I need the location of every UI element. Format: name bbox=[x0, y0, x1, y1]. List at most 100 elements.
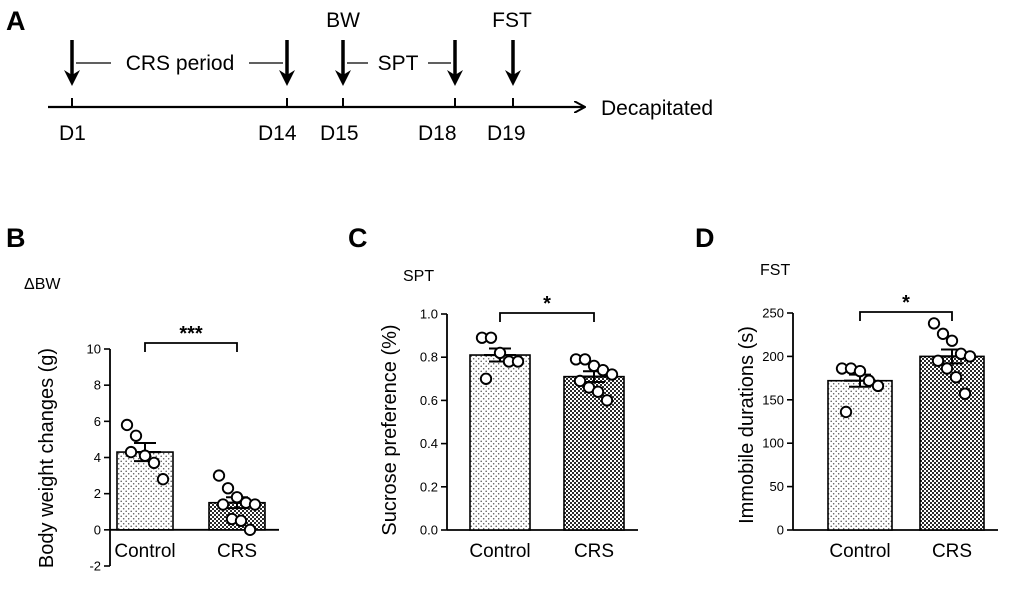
chart-c-y-label: Sucrose preference (%) bbox=[379, 324, 401, 535]
chart-c-y-tick-label: 1.0 bbox=[420, 307, 438, 322]
chart-c-y-tick-label: 0.0 bbox=[420, 523, 438, 538]
chart-d-y-tick-label: 200 bbox=[762, 349, 784, 364]
day-label-d18: D18 bbox=[418, 122, 457, 145]
sucrose-chart-panel: C SPT 0.0 0.2 0.4 0.6 0.8 1.0 Sucrose preferen… bbox=[348, 223, 638, 562]
chart-d-y-label: Immobile durations (s) bbox=[736, 326, 758, 524]
chart-d-data-point bbox=[862, 374, 876, 387]
chart-b-title: ΔBW bbox=[24, 276, 61, 293]
chart-c-y-tick-label: 0.2 bbox=[420, 479, 438, 494]
chart-d-y-tick-label: 150 bbox=[762, 392, 784, 407]
arrowhead-d14 bbox=[279, 70, 295, 86]
chart-d-y-tick-label: 0 bbox=[777, 523, 784, 538]
chart-d-y-tick-label: 100 bbox=[762, 436, 784, 451]
chart-d-data-point bbox=[945, 334, 959, 347]
chart-d-data-point bbox=[936, 327, 950, 340]
bw-event-label: BW bbox=[326, 9, 360, 32]
chart-b-data-point bbox=[216, 498, 230, 511]
chart-b-y-tick-label: 8 bbox=[94, 378, 101, 393]
chart-c-y-tick-label: 0.6 bbox=[420, 393, 438, 408]
chart-c-significance-label: * bbox=[543, 293, 551, 315]
chart-b-data-point bbox=[147, 456, 161, 470]
chart-d-significance-bracket bbox=[859, 311, 953, 321]
chart-d-data-point bbox=[963, 350, 977, 363]
chart-d-x-label-control: Control bbox=[829, 541, 890, 562]
chart-d-data-point bbox=[853, 365, 867, 378]
chart-c-data-point bbox=[493, 346, 507, 360]
chart-c-data-point bbox=[605, 368, 619, 381]
chart-c-bar-crs bbox=[563, 375, 625, 531]
chart-c-y-tick-label: 0.8 bbox=[420, 350, 438, 365]
chart-b-y-tick-label: 0 bbox=[94, 522, 101, 537]
chart-d-data-point bbox=[958, 387, 972, 400]
arrowhead-d15 bbox=[335, 70, 351, 86]
chart-b-data-point bbox=[248, 498, 262, 511]
chart-d-data-point bbox=[839, 405, 853, 419]
chart-d-x-label-crs: CRS bbox=[932, 541, 972, 562]
decapitated-label: Decapitated bbox=[601, 97, 713, 120]
chart-b-data-point bbox=[156, 473, 170, 486]
chart-b-x-label-crs: CRS bbox=[217, 541, 257, 562]
chart-c-bar-control bbox=[469, 354, 531, 531]
arrowhead-d18 bbox=[447, 70, 463, 86]
chart-c-significance-bracket bbox=[499, 312, 595, 322]
fst-event-label: FST bbox=[492, 9, 532, 32]
chart-b-data-point bbox=[212, 469, 226, 482]
weight-chart-panel: B ΔBW -2 0 2 4 6 8 10 Body weight changes (g) Co… bbox=[6, 223, 279, 574]
chart-d-data-point bbox=[871, 379, 885, 393]
chart-c-data-point bbox=[511, 355, 525, 368]
chart-d-y-tick-label: 250 bbox=[762, 306, 784, 321]
chart-d-bar-control bbox=[827, 379, 893, 531]
chart-c-x-label-control: Control bbox=[469, 541, 530, 562]
chart-b-data-point bbox=[221, 482, 235, 495]
chart-b-y-tick-label: 2 bbox=[94, 486, 101, 501]
crs-period-label: CRS period bbox=[126, 52, 235, 75]
spt-period-label: SPT bbox=[378, 52, 419, 75]
day-label-d15: D15 bbox=[320, 122, 359, 145]
fst-chart-panel: D FST 0 50 100 150 200 250 Immobile durations … bbox=[695, 223, 998, 562]
chart-c-title: SPT bbox=[403, 268, 434, 285]
panel-letter-b: B bbox=[6, 223, 26, 253]
chart-d-data-point bbox=[940, 362, 954, 375]
chart-d-title: FST bbox=[760, 262, 790, 279]
chart-b-y-tick-label: -2 bbox=[89, 559, 101, 574]
day-label-d14: D14 bbox=[258, 122, 297, 145]
day-label-d1: D1 bbox=[59, 122, 86, 145]
chart-c-data-point bbox=[578, 353, 592, 366]
chart-d-data-point bbox=[931, 354, 945, 367]
chart-b-data-point bbox=[124, 445, 138, 459]
panel-letter-d: D bbox=[695, 223, 715, 253]
chart-b-significance-label: *** bbox=[179, 323, 203, 345]
chart-b-y-tick-label: 6 bbox=[94, 414, 101, 429]
chart-d-data-point bbox=[927, 317, 941, 330]
chart-c-data-point bbox=[573, 374, 587, 388]
chart-c-data-point bbox=[484, 331, 498, 344]
chart-b-data-point bbox=[129, 429, 143, 442]
chart-b-x-label-control: Control bbox=[114, 541, 175, 562]
chart-c-y-tick-label: 0.4 bbox=[420, 436, 438, 451]
chart-d-significance-label: * bbox=[902, 292, 910, 314]
chart-b-data-point bbox=[120, 418, 134, 432]
arrowhead-d19 bbox=[505, 70, 521, 86]
chart-b-significance-bracket bbox=[144, 342, 238, 352]
chart-b-data-point bbox=[230, 491, 244, 504]
timeline-panel: A CRS period SPT BW FST bbox=[6, 6, 713, 145]
chart-b-y-tick-label: 10 bbox=[87, 342, 101, 357]
chart-b-y-tick-label: 4 bbox=[94, 450, 101, 465]
chart-d-bar-crs bbox=[919, 355, 985, 531]
chart-c-data-point bbox=[591, 385, 605, 398]
chart-b-bar-control bbox=[116, 451, 174, 531]
panel-letter-a: A bbox=[6, 6, 26, 36]
chart-b-data-point bbox=[243, 523, 257, 536]
chart-b-y-label: Body weight changes (g) bbox=[36, 348, 58, 568]
day-label-d19: D19 bbox=[487, 122, 526, 145]
arrowhead-d1 bbox=[64, 70, 80, 86]
panel-letter-c: C bbox=[348, 223, 368, 253]
chart-b-data-point bbox=[138, 449, 152, 462]
chart-d-y-tick-label: 50 bbox=[770, 479, 784, 494]
chart-c-data-point bbox=[600, 394, 614, 407]
chart-c-data-point bbox=[479, 372, 493, 385]
chart-d-data-point bbox=[949, 371, 963, 384]
chart-c-x-label-crs: CRS bbox=[574, 541, 614, 562]
chart-b-data-point bbox=[234, 514, 248, 527]
